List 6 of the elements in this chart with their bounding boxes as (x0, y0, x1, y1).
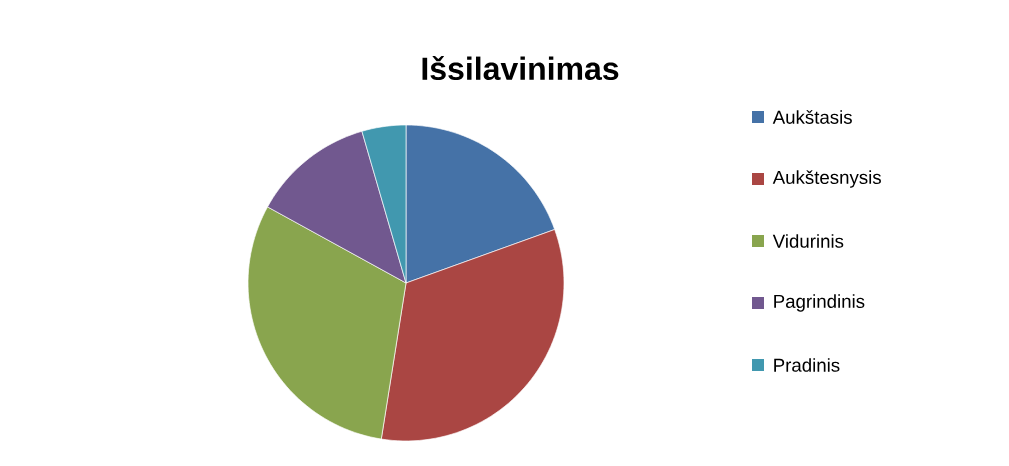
legend-label: Pradinis (774, 358, 840, 372)
legend-label: Aukštesnysis (772, 170, 881, 188)
legend-label: Aukštasis (772, 110, 852, 124)
chart-title: Išsilavinimas (422, 55, 619, 81)
legend-label: Vidurinis (772, 234, 844, 248)
legend-label: Pagrindinis (774, 294, 865, 312)
